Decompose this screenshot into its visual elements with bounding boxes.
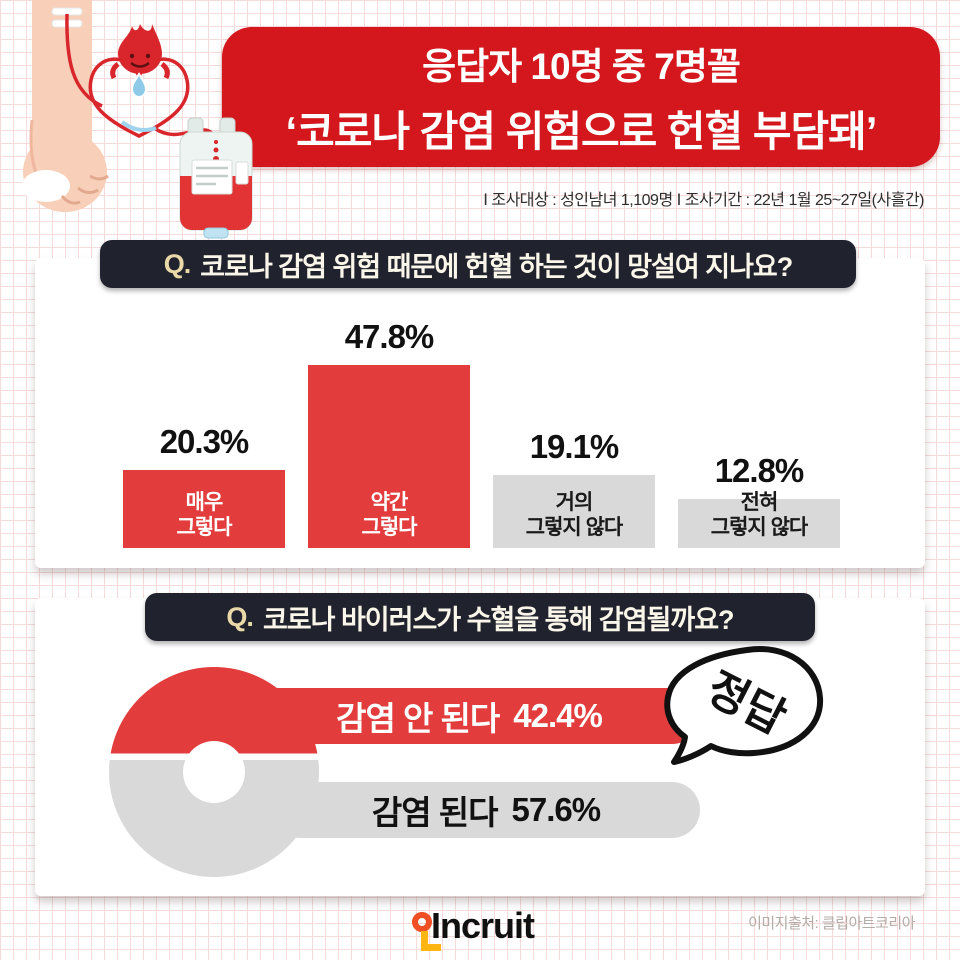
logo-l-icon: [421, 931, 441, 951]
title-line1: 응답자 10명 중 7명꼴: [422, 45, 741, 87]
answer-label: 감염 된다: [371, 794, 499, 831]
bar-category-label: 거의 그렇지 않다: [525, 490, 623, 540]
logo-ring-icon: [412, 912, 432, 932]
bar: 약간 그렇다: [308, 365, 470, 548]
donut-hole: [183, 741, 245, 803]
question1-header-bar: Q. 코로나 감염 위험 때문에 헌혈 하는 것이 망설여 지나요?: [100, 240, 856, 288]
survey-meta: Ⅰ 조사대상 : 성인남녀 1,109명 Ⅰ 조사기간 : 22년 1월 25~…: [483, 192, 924, 209]
answer-label: 감염 안 된다: [336, 700, 500, 737]
answer-pill-infection: 감염 된다 57.6%: [272, 782, 700, 838]
blood-bag-icon: [179, 117, 253, 239]
bar-category-label: 약간 그렇다: [361, 490, 418, 540]
arm-icon: [22, 0, 109, 212]
blood-donation-illustration: [22, 0, 253, 239]
question1-text: 코로나 감염 위험 때문에 헌혈 하는 것이 망설여 지나요?: [200, 251, 793, 282]
bar: 전혀 그렇지 않다: [678, 491, 840, 548]
title-line2: ‘코로나 감염 위험으로 헌혈 부담돼’: [285, 107, 878, 155]
bar-category-label: 매우 그렇다: [176, 490, 233, 540]
bar-chart: 20.3% 매우 그렇다 47.8% 약간 그렇다 19.1% 거의 그렇지 않다 12.8% 전혀…: [123, 318, 840, 548]
bar-value-label: 12.8%: [714, 452, 805, 489]
bar-column: 20.3% 매우 그렇다: [123, 423, 285, 548]
incruit-logo: Incruit: [410, 903, 560, 955]
logo-text: Incruit: [431, 905, 535, 946]
image-credit: 이미지출처: 클립아트코리아: [748, 915, 915, 932]
bar-value-label: 19.1%: [529, 428, 620, 465]
bar-column: 12.8% 전혀 그렇지 않다: [678, 452, 840, 548]
answer-value: 57.6%: [511, 791, 602, 828]
question2-text: 코로나 바이러스가 수혈을 통해 감염될까요?: [262, 604, 735, 635]
question2-q-prefix: Q.: [226, 601, 253, 632]
bar-value-label: 47.8%: [344, 318, 435, 355]
bar: 거의 그렇지 않다: [493, 475, 655, 548]
question1-q-prefix: Q.: [163, 248, 191, 279]
bar: 매우 그렇다: [123, 470, 285, 548]
bar-column: 19.1% 거의 그렇지 않다: [493, 428, 655, 548]
blood-drop-character-icon: [110, 24, 170, 98]
question2-header-bar: Q. 코로나 바이러스가 수혈을 통해 감염될까요?: [145, 593, 815, 641]
speech-bubble-icon: [664, 646, 824, 765]
answer-pill-no-infection: 감염 안 된다 42.4%: [238, 688, 700, 744]
bar-column: 47.8% 약간 그렇다: [308, 318, 470, 548]
bar-category-label: 전혀 그렇지 않다: [710, 490, 808, 540]
correct-answer-bubble: 정답: [664, 646, 824, 765]
heart-highlight-icon: [120, 120, 157, 132]
answer-value: 42.4%: [513, 697, 603, 734]
bar-value-label: 20.3%: [159, 423, 250, 460]
title-banner: 응답자 10명 중 7명꼴 ‘코로나 감염 위험으로 헌혈 부담돼’: [222, 27, 940, 167]
